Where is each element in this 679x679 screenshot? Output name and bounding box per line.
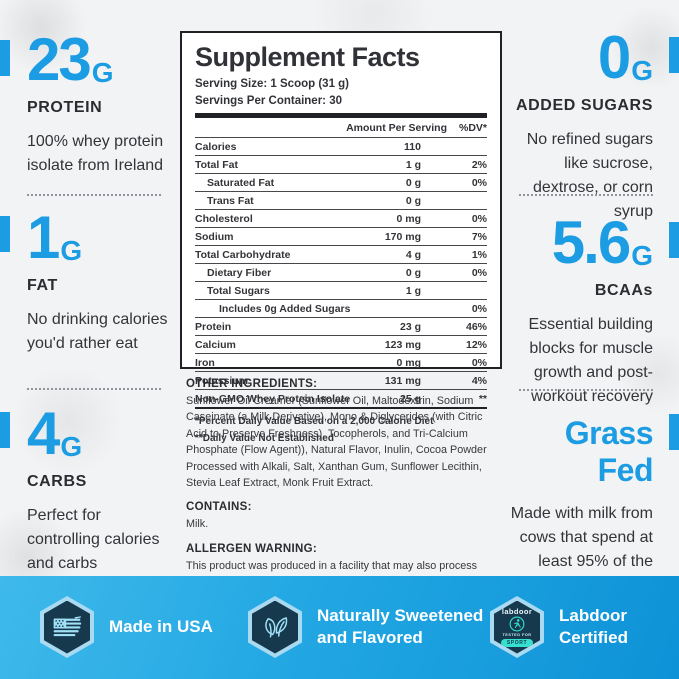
usa-flag-icon bbox=[53, 616, 82, 637]
panel-title: Supplement Facts bbox=[195, 42, 420, 72]
row-protein: Protein 23 g 46% bbox=[195, 317, 487, 335]
row-total-sugars: Total Sugars 1 g bbox=[195, 281, 487, 299]
dotted-divider bbox=[519, 194, 653, 196]
carbs-unit: G bbox=[60, 431, 83, 462]
stat-fat: 1 G FAT No drinking calories you'd rathe… bbox=[27, 208, 177, 356]
protein-amount: 23 G bbox=[27, 30, 177, 90]
carbs-amount: 4 G bbox=[27, 404, 177, 464]
accent-bar-carbs bbox=[0, 412, 10, 448]
carbs-description: Perfect for controlling calories and car… bbox=[27, 507, 160, 572]
row-cholesterol: Cholesterol 0 mg 0% bbox=[195, 209, 487, 227]
fat-unit: G bbox=[60, 235, 83, 266]
made-in-usa-label: Made in USA bbox=[109, 616, 213, 636]
stat-carbs: 4 G CARBS Perfect for controlling calori… bbox=[27, 404, 177, 576]
dotted-divider bbox=[27, 194, 161, 196]
labdoor-sport-pill: SPORT bbox=[500, 638, 534, 647]
row-total-fat: Total Fat 1 g 2% bbox=[195, 155, 487, 173]
fat-number: 1 bbox=[27, 204, 60, 271]
added-sugars-amount: 0 G bbox=[503, 28, 653, 88]
carbs-number: 4 bbox=[27, 400, 60, 467]
dotted-divider bbox=[519, 389, 653, 391]
fat-label: FAT bbox=[27, 277, 58, 294]
naturally-sweetened-label: Naturally Sweetened and Flavored bbox=[317, 605, 484, 647]
divider-thick bbox=[195, 113, 487, 118]
allergen-warning-heading: ALLERGEN WARNING: bbox=[186, 542, 317, 555]
row-iron: Iron 0 mg 0% bbox=[195, 353, 487, 371]
fat-amount: 1 G bbox=[27, 208, 177, 268]
stat-grass-fed: Grass Fed Made with milk from cows that … bbox=[503, 415, 654, 598]
footnote-not-established: **Daily Value Not Established bbox=[195, 433, 334, 444]
labdoor-certified-label: Labdoor Certified bbox=[559, 605, 628, 647]
accent-bar-bcaas bbox=[669, 222, 679, 258]
added-sugars-number: 0 bbox=[597, 24, 631, 91]
row-added-sugars: Includes 0g Added Sugars 0% bbox=[195, 299, 487, 317]
row-total-carbohydrate: Total Carbohydrate 4 g 1% bbox=[195, 245, 487, 263]
row-calcium: Calcium 123 mg 12% bbox=[195, 335, 487, 353]
accent-bar-fat bbox=[0, 216, 10, 252]
other-ingredients-heading: OTHER INGREDIENTS: bbox=[186, 378, 318, 390]
col-amount-per-serving: Amount Per Serving bbox=[346, 122, 447, 134]
stat-protein: 23 G PROTEIN 100% whey protein isolate f… bbox=[27, 30, 177, 178]
bcaas-label: BCAAs bbox=[594, 282, 653, 299]
accent-bar-added-sugars bbox=[669, 37, 679, 73]
added-sugars-label: ADDED SUGARS bbox=[516, 97, 653, 114]
other-ingredients-body: Sunflower Oil Creamer (Sunflower Oil, Ma… bbox=[186, 395, 487, 490]
bcaas-unit: G bbox=[631, 240, 653, 271]
protein-description: 100% whey protein isolate from Ireland bbox=[27, 133, 164, 174]
row-trans-fat: Trans Fat 0 g bbox=[195, 191, 487, 209]
protein-number: 23 bbox=[27, 26, 92, 93]
servings-per-container: Servings Per Container: 30 bbox=[195, 95, 342, 107]
supplement-facts-panel: Supplement Facts Serving Size: 1 Scoop (… bbox=[180, 31, 502, 444]
added-sugars-description: No refined sugars like sucrose, dextrose… bbox=[526, 131, 653, 220]
grass-fed-heading: Grass Fed bbox=[564, 415, 654, 488]
accent-bar-protein bbox=[0, 40, 10, 76]
fat-description: No drinking calories you'd rather eat bbox=[27, 311, 168, 352]
bcaas-amount: 5.6 G bbox=[503, 213, 653, 273]
footnotes: *Percent Daily Value Based on a 2,000 Ca… bbox=[195, 407, 487, 444]
row-dietary-fiber: Dietary Fiber 0 g 0% bbox=[195, 263, 487, 281]
row-potassium: Potassium 131 mg 4% bbox=[195, 371, 487, 389]
contains-body: Milk. bbox=[186, 518, 209, 531]
stat-added-sugars: 0 G ADDED SUGARS No refined sugars like … bbox=[503, 28, 653, 224]
protein-label: PROTEIN bbox=[27, 99, 103, 116]
footer-bar: Made in USA Naturally Sweetened and Flav… bbox=[0, 576, 679, 679]
row-calories: Calories 110 bbox=[195, 137, 487, 155]
row-whey-protein-isolate: Non-GMO Whey Protein Isolate 25 g ** bbox=[195, 389, 487, 407]
protein-unit: G bbox=[91, 57, 114, 88]
badge-naturally-sweetened: Naturally Sweetened and Flavored bbox=[248, 596, 483, 658]
badge-labdoor-certified: labdoor TESTED FOR SPORT Labdoor Certifi… bbox=[490, 596, 628, 658]
carbs-label: CARBS bbox=[27, 473, 87, 490]
nutrition-header-row: Amount Per Serving %DV* bbox=[195, 118, 487, 137]
badge-made-in-usa: Made in USA bbox=[40, 596, 213, 658]
dotted-divider bbox=[27, 388, 161, 390]
contains-heading: CONTAINS: bbox=[186, 501, 252, 514]
bcaas-number: 5.6 bbox=[551, 209, 631, 276]
footnote-daily-value: *Percent Daily Value Based on a 2,000 Ca… bbox=[195, 416, 434, 427]
stat-bcaas: 5.6 G BCAAs Essential building blocks fo… bbox=[503, 213, 653, 409]
ingredients-block: OTHER INGREDIENTS: Sunflower Oil Creamer… bbox=[186, 378, 502, 607]
bcaas-description: Essential building blocks for muscle gro… bbox=[528, 316, 653, 405]
added-sugars-unit: G bbox=[631, 55, 653, 86]
leaves-icon bbox=[265, 617, 288, 638]
col-daily-value: %DV* bbox=[458, 122, 487, 134]
labdoor-wordmark: labdoor bbox=[501, 607, 533, 617]
labdoor-tested-for: TESTED FOR bbox=[502, 633, 532, 638]
labdoor-runner-icon bbox=[509, 616, 525, 632]
row-sodium: Sodium 170 mg 7% bbox=[195, 227, 487, 245]
row-saturated-fat: Saturated Fat 0 g 0% bbox=[195, 173, 487, 191]
serving-size: Serving Size: 1 Scoop (31 g) bbox=[195, 78, 350, 90]
accent-bar-grass-fed bbox=[669, 414, 679, 450]
